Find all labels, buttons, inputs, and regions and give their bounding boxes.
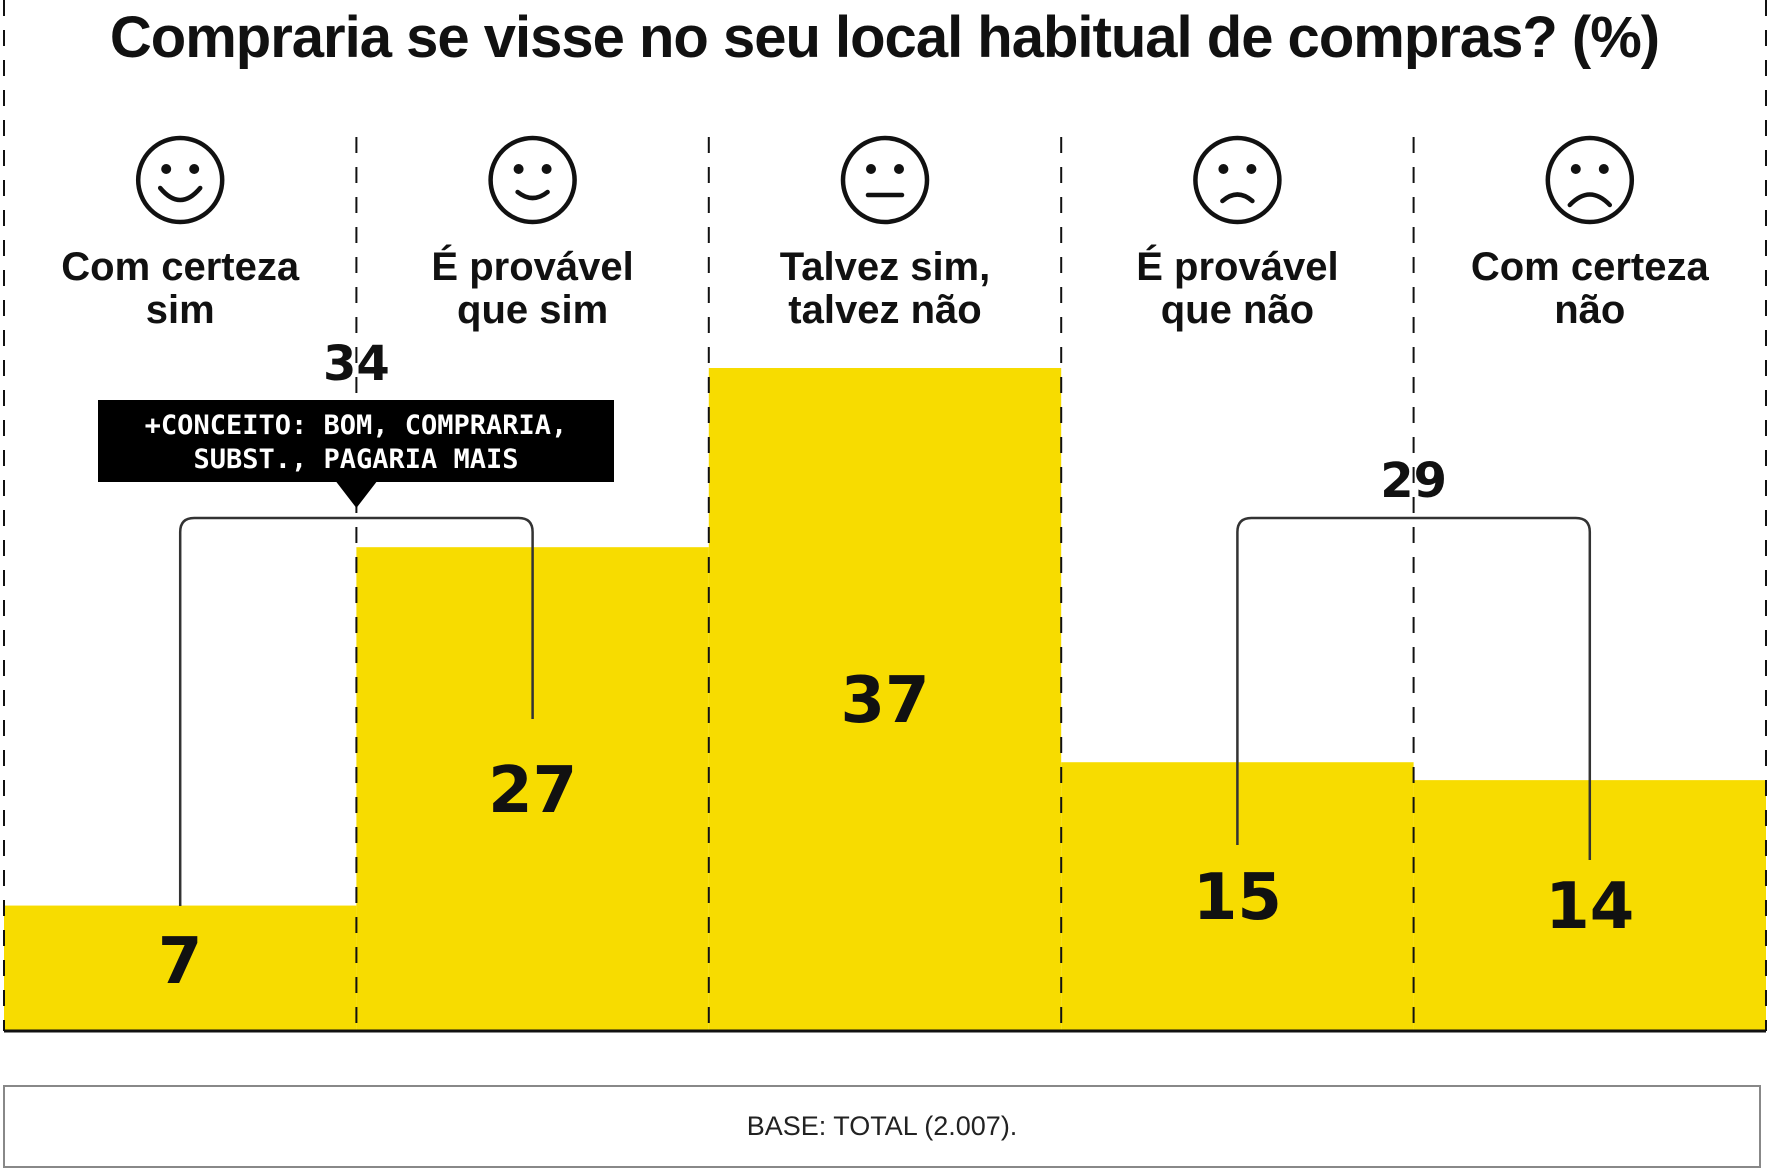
note-box <box>98 400 614 482</box>
value-label: 27 <box>488 754 577 828</box>
face-eye <box>541 164 552 174</box>
base-footnote: BASE: TOTAL (2.007). <box>3 1085 1761 1168</box>
face-outline <box>135 135 225 225</box>
icons-layer <box>135 135 1635 225</box>
category-label: sim <box>146 288 215 332</box>
bars-layer <box>4 368 1766 1031</box>
category-label: É provável <box>1136 244 1338 289</box>
face-eye <box>161 164 172 174</box>
category-label: Talvez sim, <box>780 245 990 289</box>
smile-face-icon <box>488 135 577 225</box>
category-label: que sim <box>457 288 608 332</box>
group-total-label: 34 <box>323 336 390 392</box>
category-label: É provável <box>431 244 633 289</box>
face-mouth <box>515 189 550 201</box>
category-label: Com certeza <box>1471 245 1710 289</box>
face-outline <box>1193 135 1282 225</box>
neutral-face-icon <box>840 135 930 225</box>
big-frown-face-icon <box>1545 135 1635 225</box>
value-label: 37 <box>840 664 929 738</box>
base-text: BASE: TOTAL (2.007). <box>746 1111 1018 1141</box>
face-eye <box>866 164 876 174</box>
category-label: Com certeza <box>61 245 300 289</box>
face-outline <box>1545 135 1635 225</box>
face-eye <box>1570 164 1581 174</box>
category-label: talvez não <box>788 288 981 332</box>
category-label: não <box>1554 288 1625 332</box>
note-text: +CONCEITO: BOM, COMPRARIA, <box>145 410 568 441</box>
face-outline <box>840 135 930 225</box>
value-label: 15 <box>1193 861 1282 935</box>
bar <box>4 905 357 1031</box>
face-outline <box>488 135 577 225</box>
bar <box>708 368 1062 1031</box>
face-eye <box>1598 164 1609 174</box>
face-mouth <box>1567 192 1613 208</box>
concept-note: +CONCEITO: BOM, COMPRARIA,SUBST., PAGARI… <box>98 400 614 508</box>
value-label: 14 <box>1545 870 1634 944</box>
chart-title: Compraria se visse no seu local habitual… <box>109 5 1660 70</box>
group-total-label: 29 <box>1380 453 1447 509</box>
face-mouth <box>157 185 203 203</box>
face-eye <box>189 164 200 174</box>
value-label: 7 <box>158 925 203 999</box>
face-eye <box>513 164 524 174</box>
group-bracket <box>178 516 534 906</box>
note-text: SUBST., PAGARIA MAIS <box>193 444 518 475</box>
group-bracket <box>1236 516 1592 860</box>
frown-face-icon <box>1193 135 1282 225</box>
category-label: que não <box>1161 288 1314 332</box>
separators-layer <box>3 0 1767 1033</box>
note-pointer <box>336 482 377 508</box>
face-mouth <box>1220 192 1255 204</box>
face-eye <box>1218 164 1229 174</box>
face-eye <box>1246 164 1257 174</box>
big-smile-face-icon <box>135 135 225 225</box>
face-eye <box>894 164 904 174</box>
brackets-layer <box>178 516 1592 906</box>
